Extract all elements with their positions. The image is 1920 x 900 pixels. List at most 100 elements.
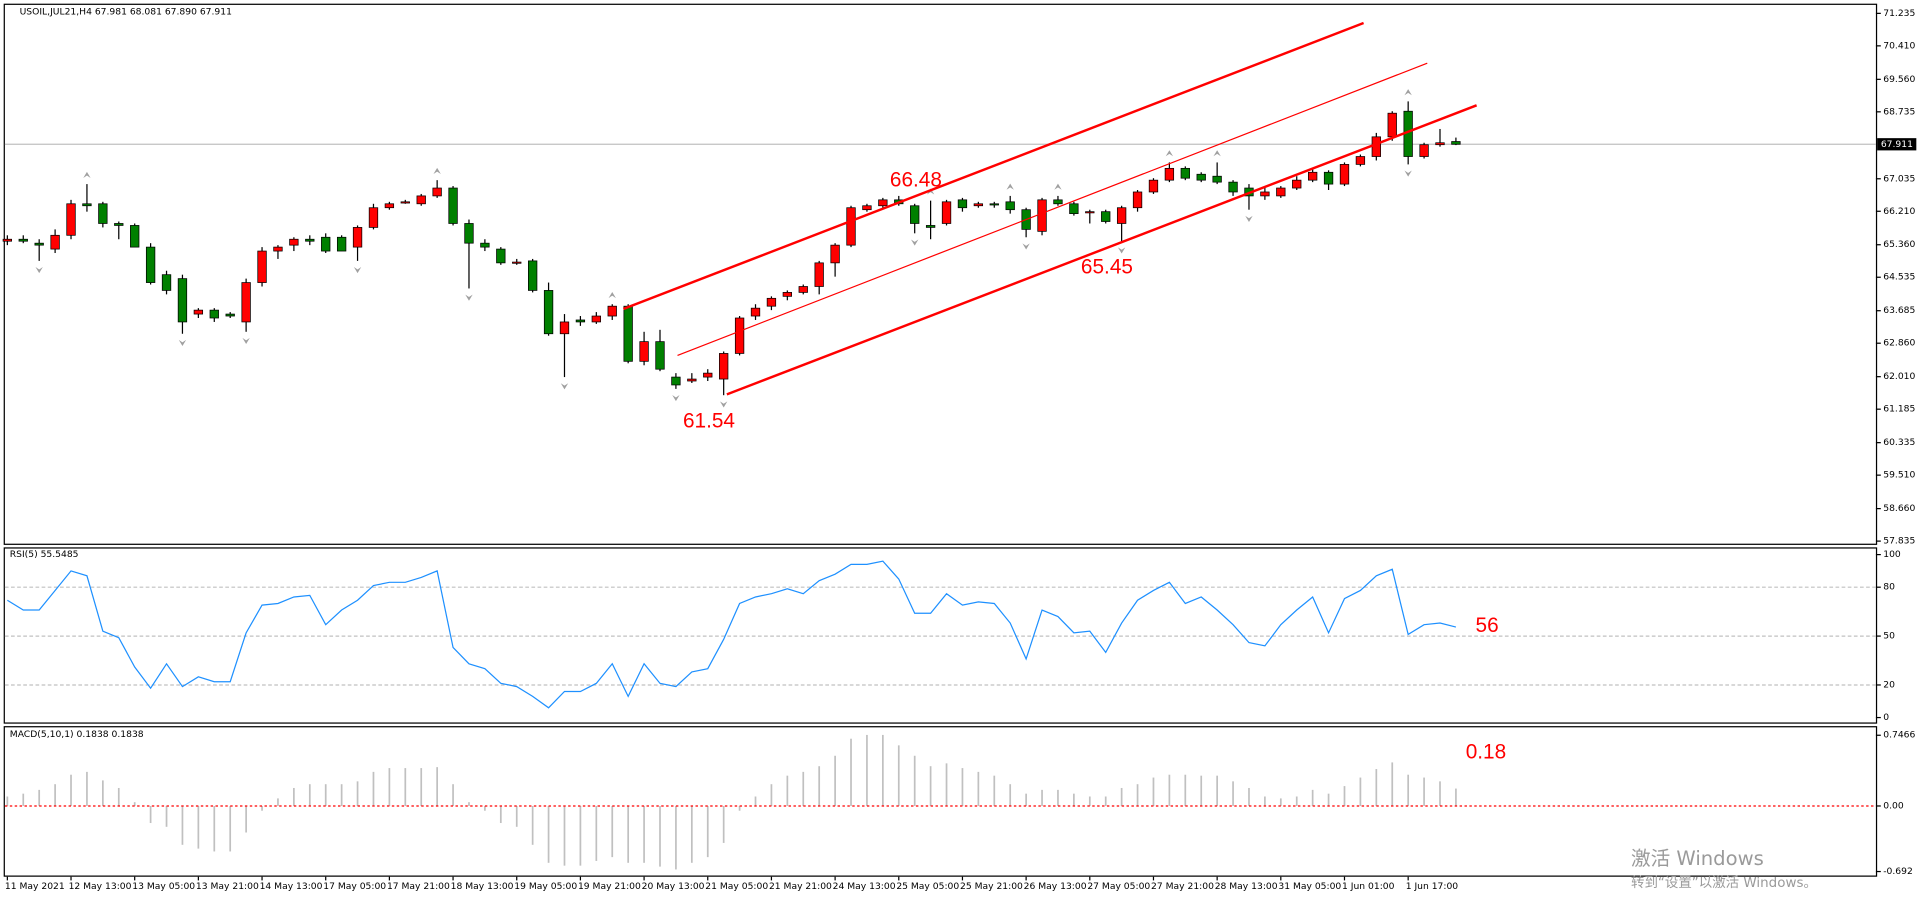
macd-panel-frame [3, 726, 1878, 877]
candle-body [1419, 144, 1429, 157]
candle-body [1371, 136, 1381, 157]
candle-body [1355, 156, 1366, 165]
y-tick-label: 67.035 [1883, 173, 1915, 184]
y-tick-label: 68.735 [1883, 106, 1915, 117]
fractal-down [1022, 243, 1030, 250]
fractal-down [672, 395, 680, 402]
x-tick-label: 13 May 21:00 [196, 881, 259, 892]
x-tick-label: 25 May 05:00 [896, 881, 959, 892]
price-annotation: 66.48 [890, 169, 942, 192]
candle-body [289, 238, 299, 246]
candle-body [114, 223, 124, 226]
x-tick-label: 21 May 05:00 [705, 881, 768, 892]
candle-body [1005, 201, 1015, 211]
fractal-down [1404, 170, 1412, 177]
candle-body [703, 372, 713, 378]
candle-body [273, 246, 283, 252]
candle-body [1212, 175, 1222, 183]
candle-body [878, 199, 888, 207]
candle-body [416, 195, 426, 205]
fractal-up [1054, 183, 1062, 190]
x-tick-label: 17 May 05:00 [323, 881, 386, 892]
y-tick-label: 0.7466 [1883, 730, 1915, 741]
x-tick-label: 18 May 13:00 [451, 881, 514, 892]
y-tick-label: 71.235 [1883, 8, 1915, 19]
candle-body [1180, 167, 1190, 179]
candle-body [1053, 199, 1063, 205]
price-annotation: 61.54 [683, 410, 735, 433]
candle-body [543, 290, 554, 335]
macd-annotation: 0.18 [1466, 741, 1506, 764]
y-tick-label: -0.692 [1883, 866, 1913, 877]
candle-body [18, 238, 28, 242]
candle-body [1069, 203, 1079, 215]
y-tick-label: 64.535 [1883, 272, 1915, 283]
candle-body [623, 305, 633, 362]
candle-body [193, 309, 204, 315]
fractal-down [35, 267, 43, 274]
candle-body [814, 262, 824, 287]
candle-body [384, 203, 395, 209]
x-tick-label: 19 May 21:00 [578, 881, 641, 892]
y-tick-label: 62.010 [1883, 371, 1915, 382]
x-tick-label: 25 May 21:00 [960, 881, 1023, 892]
candle-body [862, 205, 872, 211]
y-tick-label: 58.660 [1883, 503, 1915, 514]
candle-body [1116, 207, 1127, 224]
y-tick-label: 57.835 [1883, 536, 1915, 547]
chart-title: USOIL,JUL21,H4 67.981 68.081 67.890 67.9… [20, 7, 232, 18]
candle-body [1196, 173, 1206, 181]
candle-body [177, 278, 188, 323]
candle-body [432, 187, 442, 197]
x-tick-label: 28 May 13:00 [1215, 881, 1278, 892]
rsi-title: RSI(5) 55.5485 [10, 549, 79, 560]
x-tick-label: 13 May 05:00 [132, 881, 195, 892]
candle-body [1085, 211, 1095, 214]
y-tick-label: 59.510 [1883, 470, 1915, 481]
candle-body [1339, 164, 1350, 185]
candle-body [368, 207, 379, 228]
candle-body [591, 315, 601, 323]
last-price-box [1877, 138, 1917, 151]
candle-body [719, 353, 729, 380]
candle-body [957, 199, 968, 209]
candle-body [575, 319, 586, 323]
y-tick-label: 70.410 [1883, 40, 1915, 51]
candle-body [798, 286, 808, 293]
watermark-subtitle: 转到“设置”以激活 Windows。 [1631, 875, 1817, 891]
fractal-up [608, 291, 616, 299]
candle-body [1323, 171, 1334, 185]
candle-body [734, 317, 745, 354]
candle-body [66, 203, 76, 236]
x-tick-label: 21 May 21:00 [769, 881, 832, 892]
candle-body [321, 236, 331, 252]
macd-title: MACD(5,10,1) 0.1838 0.1838 [10, 729, 144, 740]
y-tick-label: 0 [1883, 712, 1889, 723]
fractal-up [1404, 89, 1412, 96]
candle-body [130, 225, 140, 248]
fractal-down [911, 239, 919, 246]
candle-body [336, 236, 347, 252]
fractal-down [720, 401, 728, 408]
x-tick-label: 1 Jun 01:00 [1342, 881, 1395, 892]
candle-body [225, 313, 235, 317]
fractal-up [1006, 183, 1014, 190]
y-tick-label: 20 [1883, 679, 1895, 690]
trendline [726, 104, 1478, 396]
candle-body [400, 201, 410, 204]
y-tick-label: 0.00 [1883, 800, 1904, 811]
candle-body [241, 282, 251, 323]
candle-body [989, 203, 999, 206]
candle-body [98, 203, 108, 224]
fractal-up [1165, 150, 1174, 157]
rsi-line [7, 560, 1457, 709]
candle-body [910, 205, 920, 224]
candle-body [607, 305, 617, 317]
candle-body [82, 203, 92, 207]
candle-body [448, 187, 458, 224]
y-tick-label: 60.335 [1883, 437, 1915, 448]
x-tick-label: 31 May 05:00 [1278, 881, 1341, 892]
